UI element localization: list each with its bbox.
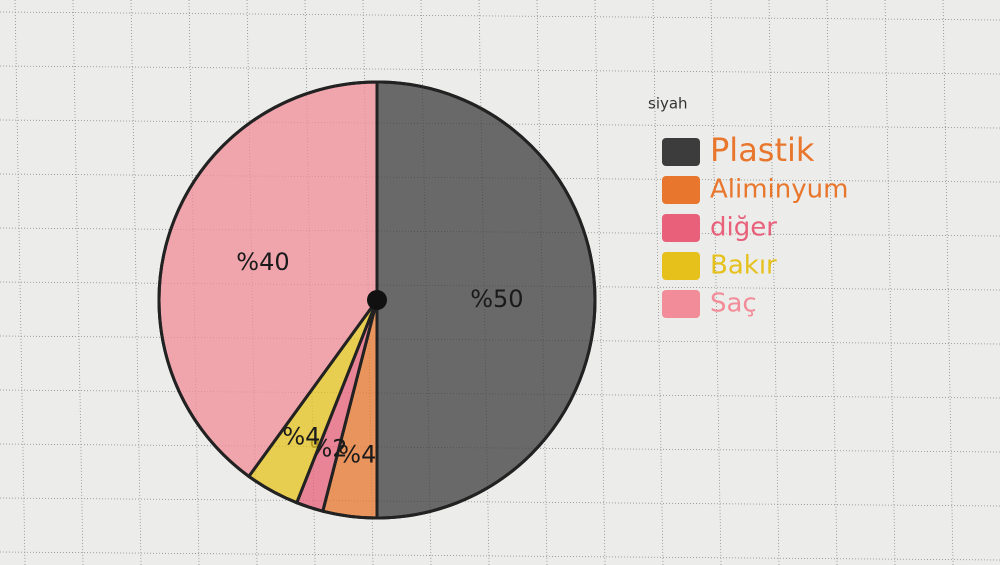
- pie-outline: [157, 80, 597, 520]
- legend-swatch: [662, 290, 700, 318]
- slice-label: %4: [338, 441, 376, 469]
- legend-label: diğer: [710, 213, 777, 243]
- legend-swatch: [662, 138, 700, 166]
- legend-label: Saç: [710, 289, 757, 319]
- legend-label: Aliminyum: [710, 175, 848, 205]
- slice-label: %50: [470, 285, 523, 313]
- legend-swatch: [662, 176, 700, 204]
- legend-label: Plastik: [710, 131, 815, 169]
- pie-center: [367, 290, 387, 310]
- slice-label: %4: [282, 423, 320, 451]
- legend-note: siyah: [648, 95, 688, 113]
- legend-label: Bakır: [710, 251, 777, 281]
- legend-swatch: [662, 252, 700, 280]
- slice-label: %40: [236, 248, 289, 276]
- legend-swatch: [662, 214, 700, 242]
